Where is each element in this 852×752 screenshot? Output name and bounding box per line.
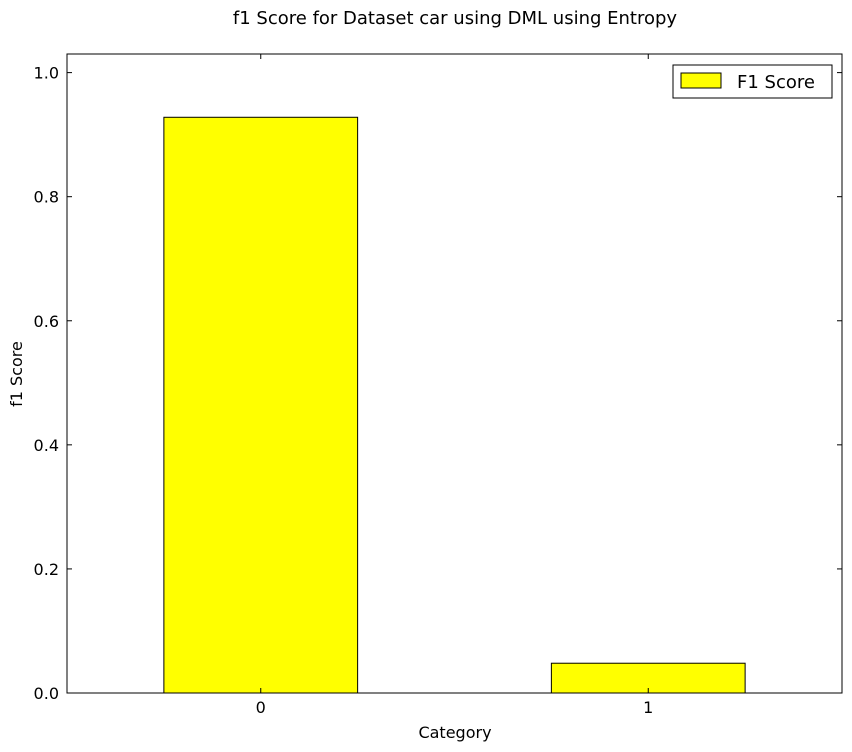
ticks-group: 0 1 0.0 0.2 0.4 0.6 0.8 1.0 bbox=[34, 54, 842, 717]
plot-area-frame bbox=[66, 53, 843, 694]
y-tick-label: 0.8 bbox=[34, 188, 59, 207]
chart-title: f1 Score for Dataset car using DML using… bbox=[233, 8, 677, 29]
bar-0 bbox=[163, 116, 359, 694]
y-tick-label: 0.4 bbox=[34, 436, 59, 455]
y-tick-label: 0.2 bbox=[34, 560, 59, 579]
y-tick-label: 0.0 bbox=[34, 684, 59, 703]
y-tick-label: 1.0 bbox=[34, 64, 59, 83]
x-tick-label: 0 bbox=[256, 698, 266, 717]
legend-label: F1 Score bbox=[737, 72, 815, 93]
legend-box bbox=[672, 64, 833, 99]
legend-swatch bbox=[680, 72, 722, 89]
legend: F1 Score bbox=[672, 64, 833, 99]
bars-group bbox=[163, 116, 746, 694]
y-axis-label: f1 Score bbox=[7, 341, 26, 407]
x-tick-label: 1 bbox=[643, 698, 653, 717]
x-axis-label: Category bbox=[418, 723, 491, 742]
y-tick-label: 0.6 bbox=[34, 312, 59, 331]
